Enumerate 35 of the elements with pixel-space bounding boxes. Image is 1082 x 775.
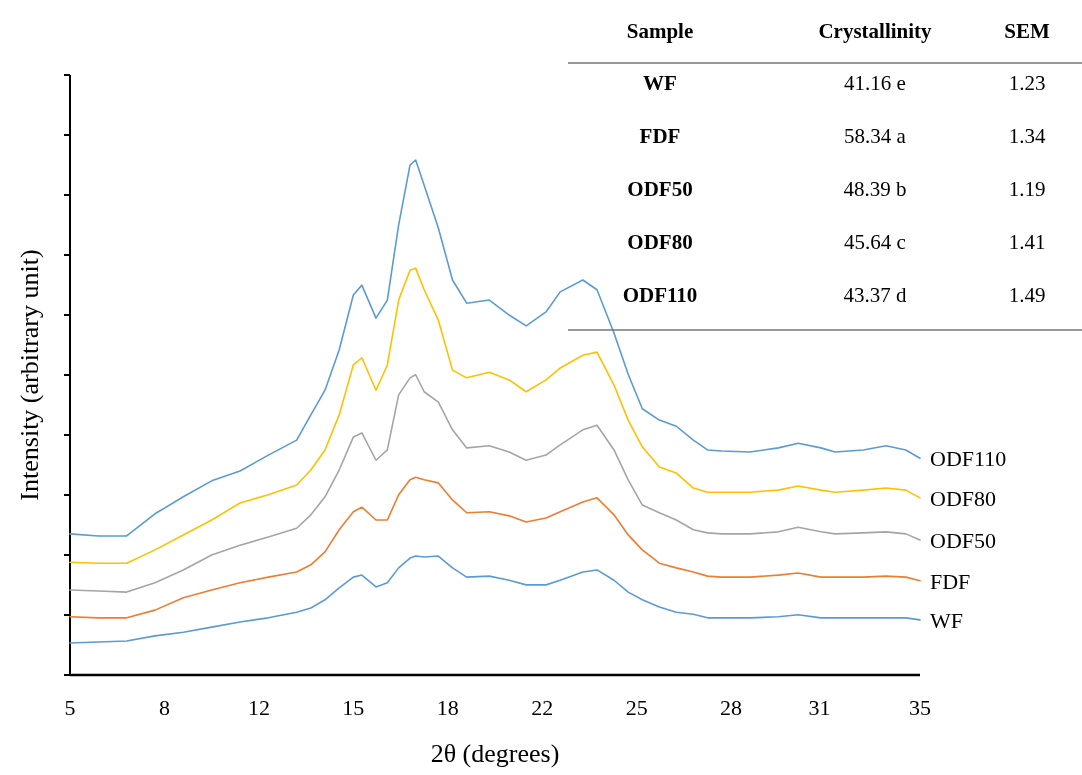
text: WF <box>643 71 677 95</box>
x-tick-label: 5 <box>64 695 76 720</box>
x-tick-label: 8 <box>158 695 170 720</box>
x-tick-label: 35 <box>909 695 931 720</box>
annotation: 45.64 c <box>844 230 906 254</box>
annotation: ODF110 <box>622 283 698 307</box>
annotation: ODF50 <box>627 177 693 201</box>
annotation: ODF80 <box>627 230 693 254</box>
text: 1.34 <box>1008 124 1046 148</box>
series-label: WF <box>930 607 963 633</box>
x-tick-label: 15 <box>342 695 365 720</box>
annotation: 48.39 b <box>843 177 907 201</box>
series-label: ODF110 <box>930 446 1007 472</box>
x-tick-label: 25 <box>625 695 648 720</box>
text: Crystallinity <box>818 19 933 43</box>
x-tick-label: 31 <box>808 695 831 720</box>
x-tick-label: 18 <box>436 695 459 720</box>
text: 58.34 a <box>844 124 907 148</box>
series-label: ODF50 <box>930 528 997 554</box>
text: 1.19 <box>1008 177 1046 201</box>
text: 1.49 <box>1008 283 1046 307</box>
text: FDF <box>639 124 681 148</box>
x-tick-label: 28 <box>720 695 743 720</box>
series-label: FDF <box>930 568 971 594</box>
text: Sample <box>626 19 694 43</box>
annotation: 43.37 d <box>843 283 907 307</box>
text: 1.23 <box>1008 71 1046 95</box>
y-axis-title: Intensity (arbitrary unit) <box>15 249 44 501</box>
series-label: ODF80 <box>930 485 997 511</box>
text: SEM <box>1004 19 1050 43</box>
x-tick-label: 12 <box>247 695 270 720</box>
text: 1.41 <box>1008 230 1046 254</box>
x-axis-title: 2θ (degrees) <box>430 739 560 768</box>
x-tick-label: 22 <box>531 695 554 720</box>
text: 41.16 e <box>844 71 906 95</box>
